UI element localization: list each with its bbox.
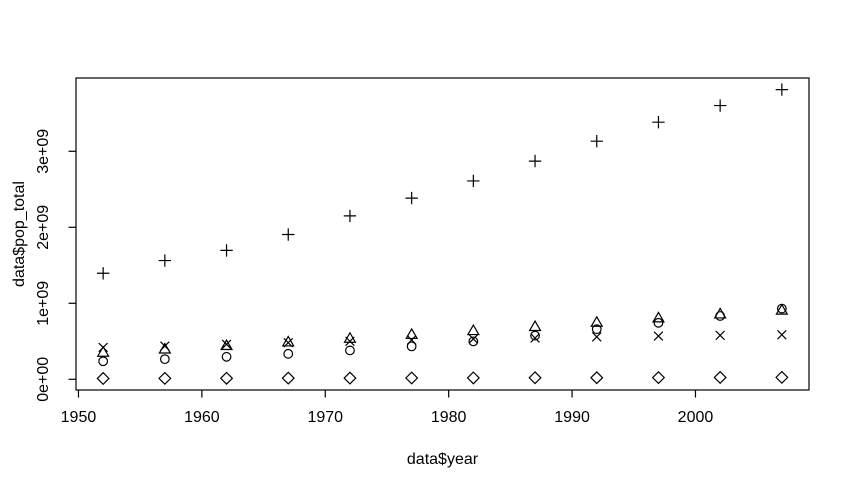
point-diamond (590, 371, 604, 385)
point-circle (159, 354, 170, 365)
plot-border (75, 77, 810, 391)
point-x (653, 331, 664, 341)
point-circle (468, 336, 479, 347)
point-plus (467, 174, 480, 188)
point-plus (220, 244, 233, 257)
point-circle (653, 317, 664, 328)
point-diamond (96, 371, 110, 386)
point-triangle (775, 303, 789, 315)
plot-area: 1950 1960 1970 1980 1990 2000 0e+00 1e+09 2e+09 3… (35, 77, 810, 426)
point-plus (590, 134, 603, 148)
point-triangle (158, 342, 172, 354)
point-diamond (713, 370, 727, 385)
x-tick-label: 1990 (554, 409, 590, 426)
point-x (406, 335, 417, 345)
point-diamond (466, 371, 480, 385)
x-tick-label: 2000 (678, 409, 714, 426)
point-x (591, 332, 602, 342)
point-triangle (96, 345, 110, 357)
y-tick-label: 3e+09 (35, 129, 52, 174)
point-triangle (590, 315, 604, 327)
point-circle (283, 348, 294, 359)
y-tick-label: 2e+09 (35, 205, 52, 250)
point-circle (406, 341, 417, 352)
point-plus (713, 99, 727, 112)
point-x (777, 329, 787, 340)
point-plus (158, 254, 172, 267)
point-plus (405, 191, 418, 205)
point-x (530, 333, 540, 343)
point-triangle (220, 338, 234, 351)
point-diamond (651, 370, 666, 385)
point-circle (98, 356, 109, 367)
point-diamond (528, 371, 542, 385)
point-diamond (775, 370, 789, 385)
point-diamond (219, 371, 234, 385)
point-diamond (405, 371, 419, 385)
point-x (160, 341, 170, 351)
point-x (283, 337, 294, 348)
point-diamond (158, 371, 172, 386)
point-triangle (466, 323, 480, 336)
x-tick-label: 1970 (307, 409, 343, 426)
y-tick-label: 0e+00 (35, 357, 52, 402)
point-triangle (651, 311, 665, 323)
point-x (468, 334, 479, 344)
point-plus (282, 228, 295, 241)
point-x (98, 342, 108, 353)
point-circle (530, 330, 540, 341)
point-x (345, 336, 355, 347)
point-plus (343, 209, 357, 223)
point-plus (528, 154, 542, 168)
x-tick-label: 1950 (61, 409, 97, 426)
point-plus (652, 115, 665, 129)
point-circle (591, 324, 602, 335)
y-axis-label: data$pop_total (11, 181, 28, 287)
point-triangle (343, 331, 357, 343)
point-plus (775, 83, 789, 96)
point-x (715, 330, 725, 341)
point-diamond (281, 371, 295, 385)
point-triangle (281, 335, 295, 347)
x-tick-label: 1980 (431, 409, 467, 426)
point-plus (96, 267, 110, 280)
point-triangle (405, 327, 419, 340)
point-diamond (343, 371, 357, 385)
x-tick-label: 1960 (184, 409, 220, 426)
y-tick-label: 1e+09 (35, 281, 52, 326)
point-triangle (713, 307, 727, 319)
point-x (221, 339, 232, 350)
point-triangle (528, 319, 542, 332)
point-circle (221, 351, 232, 362)
x-axis-label: data$year (407, 451, 479, 468)
point-circle (345, 345, 355, 356)
